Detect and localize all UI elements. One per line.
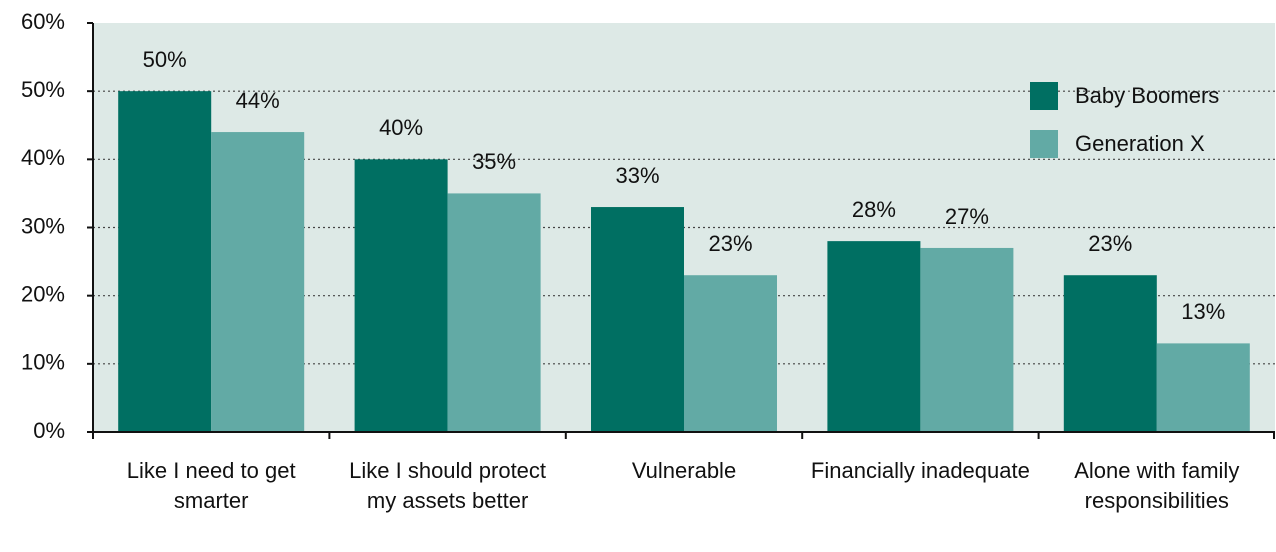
bar: [211, 132, 305, 433]
x-tick-label: Alone with family responsibilities: [1074, 458, 1240, 513]
bar: [118, 91, 212, 433]
bar: [1063, 275, 1157, 432]
bar: [447, 193, 541, 432]
data-label: 40%: [379, 115, 423, 140]
y-tick-label: 10%: [21, 350, 65, 375]
data-label: 35%: [472, 149, 516, 174]
legend-swatch: [1030, 130, 1058, 158]
data-label: 44%: [236, 88, 280, 113]
x-tick-label: Like I should protect my assets better: [349, 458, 547, 513]
y-tick-label: 20%: [21, 281, 65, 306]
y-tick-label: 60%: [21, 9, 65, 34]
bar: [354, 159, 448, 433]
data-label: 13%: [1181, 299, 1225, 324]
data-label: 50%: [143, 47, 187, 72]
legend-label: Baby Boomers: [1075, 83, 1219, 108]
bar: [1156, 343, 1250, 432]
legend-swatch: [1030, 82, 1058, 110]
legend-label: Generation X: [1075, 131, 1205, 156]
y-tick-label: 0%: [33, 418, 65, 443]
data-label: 33%: [615, 163, 659, 188]
y-tick-label: 50%: [21, 77, 65, 102]
bar: [827, 241, 921, 432]
y-tick-label: 30%: [21, 213, 65, 238]
x-tick-label: Vulnerable: [631, 458, 737, 483]
y-tick-label: 40%: [21, 145, 65, 170]
x-tick-label: Financially inadequate: [810, 458, 1030, 483]
bar: [684, 275, 777, 432]
data-label: 28%: [852, 197, 896, 222]
bar: [591, 207, 684, 432]
data-label: 23%: [1088, 231, 1132, 256]
data-label: 23%: [708, 231, 752, 256]
x-tick-label: Like I need to get smarter: [126, 458, 296, 513]
data-label: 27%: [945, 204, 989, 229]
bar: [920, 247, 1014, 432]
